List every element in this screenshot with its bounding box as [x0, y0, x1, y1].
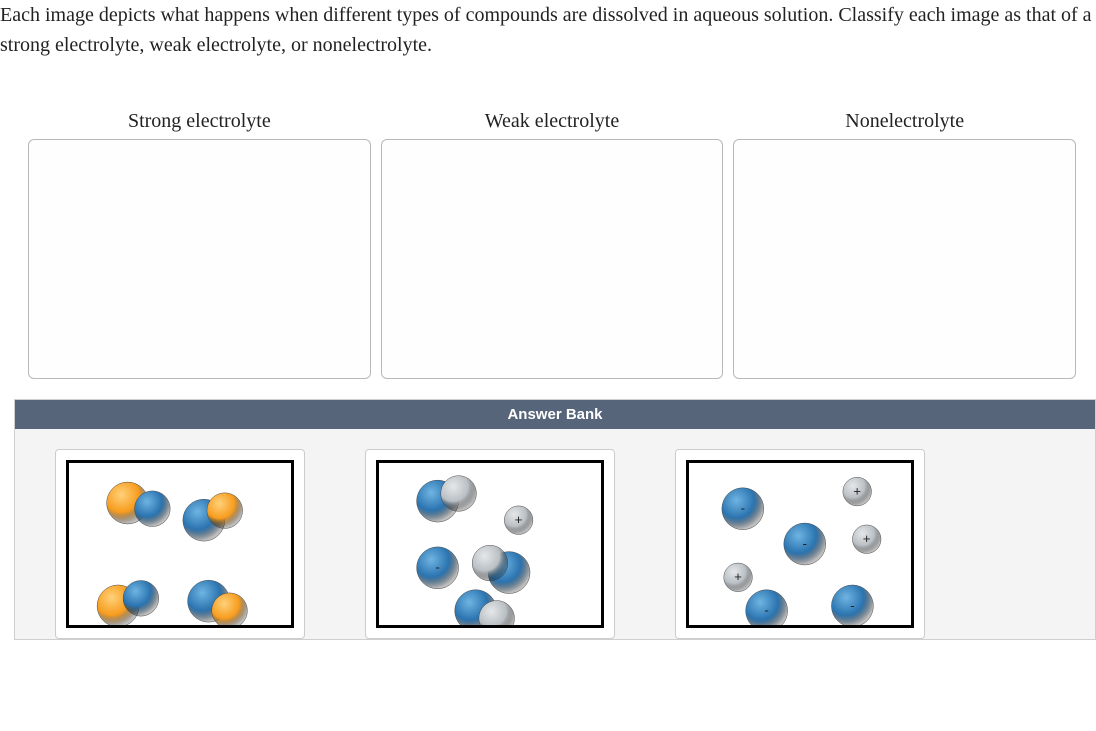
molecule-diagram — [66, 460, 294, 628]
svg-text:+: + — [853, 483, 861, 498]
molecule-diagram: - + - + + — [686, 460, 914, 628]
category-strong: Strong electrolyte — [28, 110, 371, 379]
category-label: Weak electrolyte — [485, 110, 619, 133]
answer-card[interactable] — [55, 449, 305, 639]
dropzone-weak[interactable] — [381, 139, 724, 379]
svg-text:-: - — [741, 501, 745, 516]
category-non: Nonelectrolyte — [733, 110, 1076, 379]
svg-text:-: - — [435, 560, 439, 575]
category-row: Strong electrolyte Weak electrolyte None… — [28, 110, 1076, 379]
svg-text:-: - — [764, 603, 768, 618]
category-label: Strong electrolyte — [128, 110, 271, 133]
svg-text:+: + — [515, 512, 523, 527]
svg-text:-: - — [803, 536, 807, 551]
svg-text:-: - — [850, 598, 854, 613]
svg-text:+: + — [734, 569, 742, 584]
answer-card[interactable]: + - — [365, 449, 615, 639]
answer-card[interactable]: - + - + + — [675, 449, 925, 639]
question-text: Each image depicts what happens when dif… — [0, 0, 1096, 70]
category-weak: Weak electrolyte — [381, 110, 724, 379]
category-label: Nonelectrolyte — [845, 110, 964, 133]
answer-bank-items: + - — [15, 429, 1095, 639]
molecule-diagram: + - — [376, 460, 604, 628]
answer-bank: Answer Bank — [14, 399, 1096, 640]
answer-bank-title: Answer Bank — [15, 400, 1095, 429]
svg-text:+: + — [863, 531, 871, 546]
dropzone-strong[interactable] — [28, 139, 371, 379]
dropzone-non[interactable] — [733, 139, 1076, 379]
